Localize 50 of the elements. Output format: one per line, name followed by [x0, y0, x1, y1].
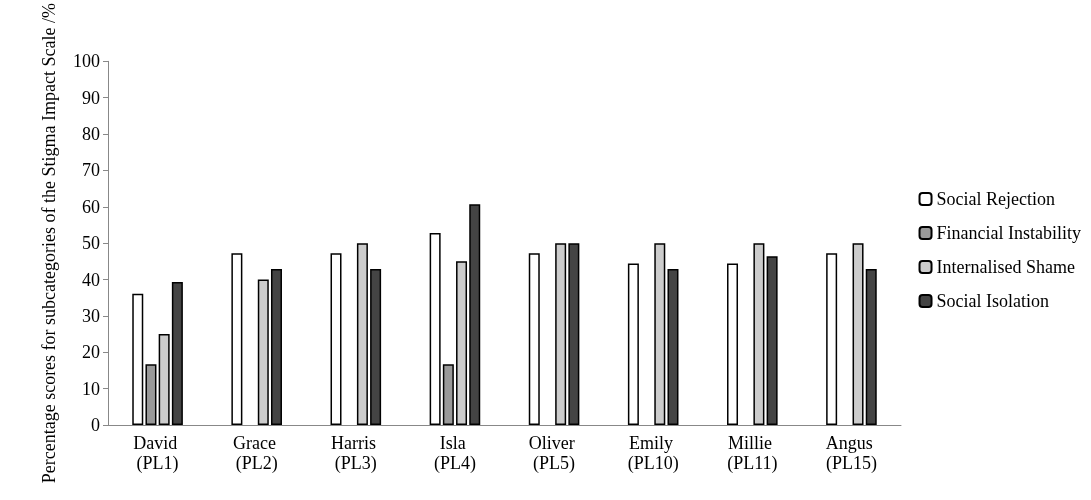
- x-tick-label: Oliver (PL5): [528, 433, 580, 474]
- bar: [370, 268, 382, 425]
- bar: [330, 253, 342, 425]
- y-tick-label: 100: [73, 51, 100, 72]
- legend-label: Financial Instability: [936, 223, 1082, 243]
- y-tick-label: 40: [82, 269, 100, 290]
- bar: [442, 364, 454, 425]
- x-tick-label: David (PL1): [133, 433, 182, 474]
- y-tick-label: 70: [82, 160, 100, 181]
- y-tick-label: 50: [82, 233, 100, 254]
- y-tick-label: 20: [82, 342, 100, 363]
- bar: [727, 263, 739, 425]
- bar: [766, 256, 778, 425]
- y-tick-label: 80: [82, 124, 100, 145]
- bar: [627, 263, 639, 425]
- x-tick-label: Harris (PL3): [331, 433, 381, 474]
- bar: [667, 268, 679, 425]
- bar: [270, 268, 282, 425]
- x-tick-label: Emily (PL10): [627, 433, 679, 474]
- bar: [257, 279, 269, 425]
- bar: [826, 253, 838, 425]
- bar: [654, 243, 666, 425]
- y-tick-label: 60: [82, 196, 100, 217]
- y-axis-title: Percentage scores for subcategories of the Stigma Impact Scale /%: [39, 3, 59, 484]
- bar: [528, 253, 540, 425]
- legend-label: Social Rejection: [936, 189, 1055, 209]
- bar: [555, 243, 567, 425]
- bar: [231, 253, 243, 425]
- x-tick-label: Millie (PL11): [727, 433, 778, 474]
- legend-label: Internalised Shame: [936, 257, 1075, 277]
- bar: [429, 232, 441, 425]
- y-tick-label: 90: [82, 87, 100, 108]
- bar: [568, 243, 580, 425]
- bar: [469, 204, 481, 425]
- x-tick-label: Grace (PL2): [232, 433, 281, 474]
- bar: [456, 261, 468, 425]
- bar: [753, 243, 765, 425]
- bar: [145, 364, 157, 425]
- x-tick-label: Isla (PL4): [433, 433, 476, 474]
- x-tick-label: Angus (PL15): [825, 433, 878, 474]
- bar: [865, 268, 877, 425]
- y-tick-label: 30: [82, 305, 100, 326]
- y-tick-label: 0: [91, 415, 100, 435]
- bar: [171, 282, 183, 425]
- y-tick-label: 10: [82, 378, 100, 399]
- bar: [852, 243, 864, 425]
- bar: [132, 293, 144, 425]
- legend-label: Social Isolation: [936, 291, 1050, 311]
- bar: [158, 334, 170, 425]
- bar: [356, 243, 368, 425]
